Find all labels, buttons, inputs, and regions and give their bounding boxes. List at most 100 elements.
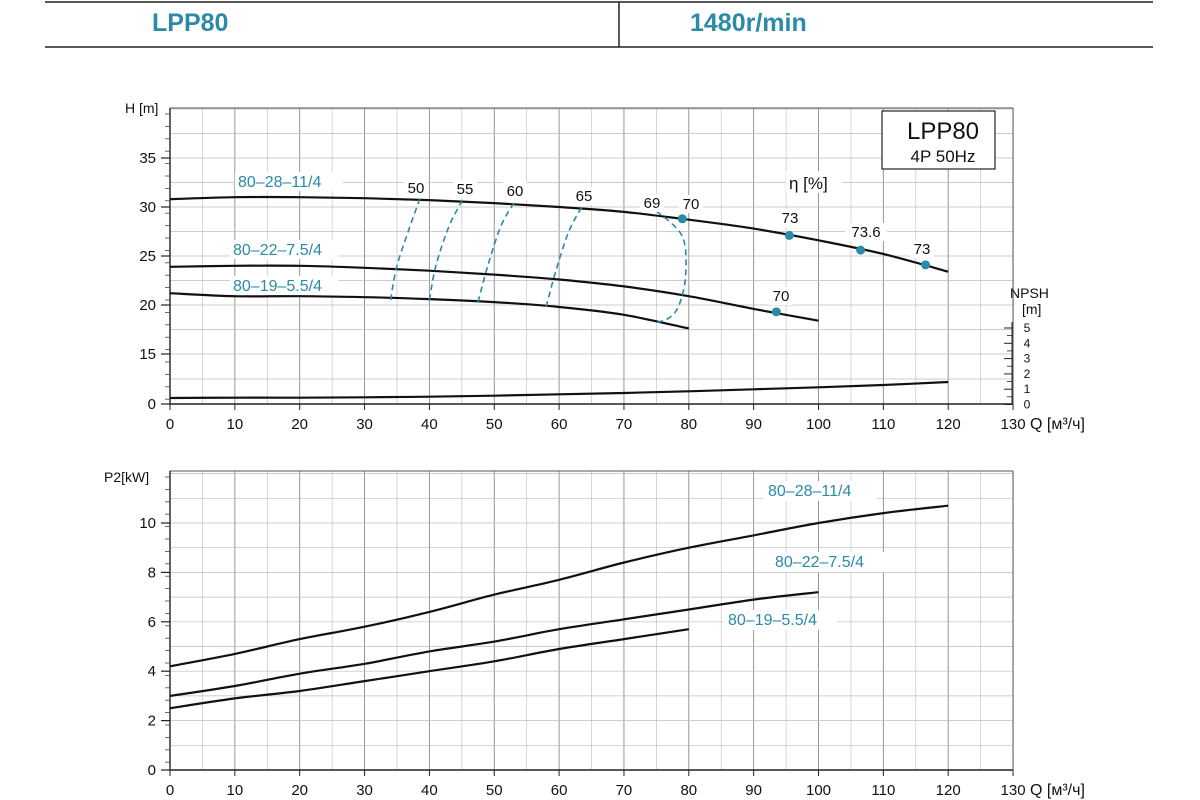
head-ytick-label: 30 <box>139 199 156 216</box>
efficiency-point-0 <box>677 214 687 224</box>
power-xtick-label: 60 <box>551 782 568 799</box>
npsh-tick-label: 1 <box>1024 382 1031 396</box>
power-xtick-label: 120 <box>936 782 961 799</box>
efficiency-point-4 <box>771 307 781 317</box>
npsh-axis: 54 321 0 <box>1004 321 1031 412</box>
npsh-unit: [m] <box>1022 301 1041 317</box>
efficiency-contour-label: 55 <box>457 181 474 198</box>
efficiency-point-label: 70 <box>683 196 700 213</box>
power-ytick-label: 8 <box>148 564 156 581</box>
npsh-tick-label: 5 <box>1024 321 1031 335</box>
power-curves <box>169 504 949 710</box>
power-series-label: 80–22–7.5/4 <box>775 554 864 571</box>
efficiency-contour-65 <box>545 206 583 308</box>
head-x-axis-label: Q [м³/ч] <box>1030 416 1085 433</box>
series-label-bg-0 <box>235 172 343 191</box>
power-label-bg-0 <box>763 481 877 501</box>
head-chart-labels: 80–28–11/4 80–22–7.5/4 80–19–5.5/4 50 55 60 65… <box>230 172 934 305</box>
contour-label-bg-2 <box>503 182 527 200</box>
contour-label-bg-0 <box>404 179 428 197</box>
head-xtick-label: 120 <box>936 416 961 433</box>
head-ytick-label: 15 <box>139 346 156 363</box>
power-xtick-label: 20 <box>291 782 308 799</box>
power-xtick-label: 110 <box>871 782 895 799</box>
contour-label-bg-3 <box>572 187 596 205</box>
point-label-bg-0 <box>679 195 703 213</box>
contour-label-bg-4 <box>640 194 664 212</box>
head-xtick-label: 0 <box>166 416 174 433</box>
power-label-bg-1 <box>770 552 884 572</box>
head-ytick-label: 0 <box>148 396 156 413</box>
power-xtick-label: 50 <box>486 782 503 799</box>
power-ytick-label: 0 <box>148 762 156 779</box>
npsh-tick-label: 2 <box>1024 367 1031 381</box>
power-xtick-label: 100 <box>806 782 831 799</box>
efficiency-contour-label: 60 <box>507 183 524 200</box>
eta-label-bg <box>786 171 842 193</box>
efficiency-point-label: 73.6 <box>851 224 880 241</box>
point-label-bg-2 <box>845 223 887 241</box>
header-bar: LPP80 1480r/min <box>0 0 1200 50</box>
power-xtick-label: 0 <box>166 782 174 799</box>
power-ytick-label: 6 <box>148 614 156 631</box>
efficiency-point-1 <box>784 230 794 240</box>
head-y-axis-label: H [m] <box>125 100 158 116</box>
efficiency-contour-50 <box>389 198 421 301</box>
head-xtick-label: 40 <box>421 416 438 433</box>
contour-label-bg-1 <box>453 180 477 198</box>
title-box <box>881 110 996 170</box>
efficiency-point-2 <box>856 245 866 255</box>
head-series-label: 80–19–5.5/4 <box>233 278 322 295</box>
npsh-tick-label: 0 <box>1024 398 1031 412</box>
power-curve-80-19 <box>169 628 689 710</box>
head-xtick-label: 70 <box>616 416 633 433</box>
power-chart-labels: 80–28–11/4 80–22–7.5/4 80–19–5.5/4 <box>723 481 884 630</box>
efficiency-point-label: 70 <box>773 288 790 305</box>
efficiency-contour-60 <box>477 202 515 303</box>
head-xtick-label: 50 <box>486 416 503 433</box>
efficiency-points <box>677 214 931 317</box>
npsh-label: NPSH <box>1010 285 1049 301</box>
efficiency-contour-label: 69 <box>644 195 661 212</box>
head-series-label: 80–28–11/4 <box>238 174 321 191</box>
head-curve-80-28 <box>169 195 949 273</box>
head-xtick-label: 30 <box>356 416 373 433</box>
power-x-axis-label: Q [м³/ч] <box>1030 782 1085 799</box>
head-xtick-label: 110 <box>871 416 895 433</box>
efficiency-contour-69 <box>655 210 687 324</box>
head-xtick-label: 100 <box>806 416 831 433</box>
power-ytick-label: 2 <box>148 713 156 730</box>
power-xtick-label: 80 <box>680 782 697 799</box>
power-label-bg-2 <box>723 610 837 630</box>
efficiency-contours <box>389 198 687 324</box>
head-xtick-label: 90 <box>745 416 762 433</box>
power-xtick-label: 40 <box>421 782 438 799</box>
head-xtick-label: 130 <box>1001 416 1026 433</box>
power-curve-80-28 <box>169 504 949 668</box>
efficiency-point-label: 73 <box>782 210 799 227</box>
efficiency-point-label: 73 <box>914 241 931 258</box>
power-series-label: 80–19–5.5/4 <box>728 612 817 629</box>
point-label-bg-3 <box>910 240 934 258</box>
power-xtick-label: 90 <box>745 782 762 799</box>
head-xtick-label: 20 <box>291 416 308 433</box>
power-curve-80-22 <box>169 591 819 697</box>
speed-title: 1480r/min <box>690 9 807 37</box>
power-xtick-label: 130 <box>1001 782 1026 799</box>
efficiency-contour-55 <box>428 200 463 301</box>
head-ytick-label: 25 <box>139 248 156 265</box>
point-label-bg-1 <box>778 209 802 227</box>
power-xtick-label: 30 <box>356 782 373 799</box>
series-label-bg-1 <box>230 240 338 259</box>
power-xtick-label: 10 <box>227 782 244 799</box>
title-box-model: LPP80 <box>907 118 979 145</box>
power-y-axis-label: P2[kW] <box>104 469 149 485</box>
npsh-tick-label: 3 <box>1024 352 1031 366</box>
efficiency-axis-label: η [%] <box>789 174 828 193</box>
efficiency-contour-label: 50 <box>408 180 425 197</box>
model-title: LPP80 <box>152 9 229 37</box>
point-label-bg-4 <box>769 287 793 305</box>
head-ytick-label: 35 <box>139 150 156 167</box>
